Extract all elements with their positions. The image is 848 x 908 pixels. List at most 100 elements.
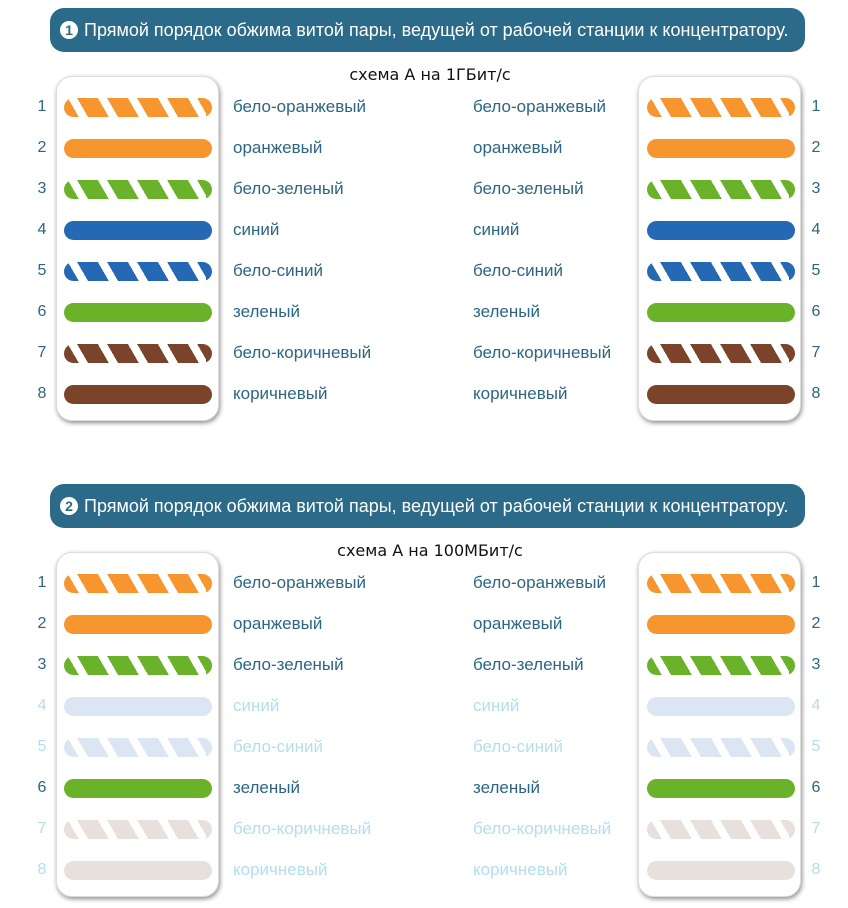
pin-number-left: 7 [37, 820, 47, 837]
wire-label-left: оранжевый [233, 138, 323, 157]
right-connector-box [638, 552, 801, 897]
section-banner: 1 Прямой порядок обжима витой пары, ведущ… [50, 8, 805, 52]
wire-left [64, 303, 212, 322]
wire-label-right: бело-оранжевый [473, 97, 606, 116]
wire-label-right: бело-зеленый [473, 179, 584, 198]
wire-right [647, 221, 795, 240]
pin-number-left: 3 [37, 180, 47, 197]
wire-label-right: бело-зеленый [473, 655, 584, 674]
wire-left [64, 385, 212, 404]
wire-left [64, 262, 212, 281]
wire-label-left: коричневый [233, 860, 328, 879]
pin-number-left: 6 [37, 779, 47, 796]
pin-number-right: 1 [811, 574, 821, 591]
wire-label-left: бело-синий [233, 737, 324, 756]
wire-label-right: бело-синий [473, 737, 564, 756]
pin-number-right: 2 [811, 615, 821, 632]
wire-right [647, 385, 795, 404]
wire-left [64, 861, 212, 880]
wire-label-left: бело-оранжевый [233, 573, 366, 592]
wire-left [64, 344, 212, 363]
wire-label-right: оранжевый [473, 138, 563, 157]
pin-number-left: 5 [37, 262, 47, 279]
section-banner: 2 Прямой порядок обжима витой пары, ведущ… [50, 484, 805, 528]
wire-label-left: бело-зеленый [233, 179, 344, 198]
pin-number-left: 3 [37, 656, 47, 673]
pin-number-left: 8 [37, 385, 47, 402]
pin-number-left: 8 [37, 861, 47, 878]
wire-left [64, 779, 212, 798]
wire-label-right: зеленый [473, 778, 540, 797]
wire-label-right: бело-коричневый [473, 343, 612, 362]
wire-label-right: коричневый [473, 860, 568, 879]
wire-left [64, 139, 212, 158]
pin-number-right: 5 [811, 738, 821, 755]
pin-number-right: 6 [811, 303, 821, 320]
wire-right [647, 779, 795, 798]
pin-number-left: 4 [37, 221, 47, 238]
wire-label-left: бело-зеленый [233, 655, 344, 674]
wire-label-left: зеленый [233, 778, 300, 797]
wire-label-right: синий [473, 696, 520, 715]
pin-number-right: 7 [811, 820, 821, 837]
pin-number-left: 6 [37, 303, 47, 320]
scheme-title: схема А на 100МБит/с [337, 541, 523, 560]
wire-left [64, 180, 212, 199]
wire-label-left: зеленый [233, 302, 300, 321]
wire-label-right: коричневый [473, 384, 568, 403]
wire-right [647, 861, 795, 880]
pin-number-right: 3 [811, 180, 821, 197]
pin-number-left: 5 [37, 738, 47, 755]
step-number-badge: 1 [60, 21, 78, 39]
step-number-badge: 2 [60, 497, 78, 515]
scheme-title: схема А на 1ГБит/с [349, 65, 511, 84]
wire-label-left: бело-оранжевый [233, 97, 366, 116]
wire-right [647, 574, 795, 593]
wire-left [64, 221, 212, 240]
wire-left [64, 820, 212, 839]
pin-number-left: 4 [37, 697, 47, 714]
wire-right [647, 180, 795, 199]
wire-right [647, 615, 795, 634]
wire-right [647, 656, 795, 675]
pin-number-right: 6 [811, 779, 821, 796]
pin-number-right: 3 [811, 656, 821, 673]
pin-number-right: 8 [811, 385, 821, 402]
wire-left [64, 656, 212, 675]
pin-number-left: 2 [37, 615, 47, 632]
wire-left [64, 615, 212, 634]
wire-left [64, 738, 212, 757]
wire-right [647, 98, 795, 117]
wire-label-right: зеленый [473, 302, 540, 321]
wire-label-right: бело-оранжевый [473, 573, 606, 592]
wire-right [647, 697, 795, 716]
wire-left [64, 574, 212, 593]
wire-right [647, 139, 795, 158]
wire-label-right: бело-коричневый [473, 819, 612, 838]
left-connector-box [56, 76, 219, 421]
pin-number-right: 8 [811, 861, 821, 878]
left-connector-box [56, 552, 219, 897]
right-connector-box [638, 76, 801, 421]
wire-label-left: бело-коричневый [233, 343, 372, 362]
wire-right [647, 262, 795, 281]
wire-label-left: бело-синий [233, 261, 324, 280]
wire-right [647, 820, 795, 839]
pin-number-left: 1 [37, 574, 47, 591]
banner-text: Прямой порядок обжима витой пары, ведуще… [84, 19, 789, 40]
pin-number-right: 4 [811, 221, 821, 238]
wire-label-right: оранжевый [473, 614, 563, 633]
pin-number-left: 7 [37, 344, 47, 361]
pin-number-right: 4 [811, 697, 821, 714]
wire-label-left: синий [233, 696, 280, 715]
pin-number-left: 2 [37, 139, 47, 156]
pin-number-right: 2 [811, 139, 821, 156]
wire-left [64, 98, 212, 117]
wire-label-left: оранжевый [233, 614, 323, 633]
wire-label-left: коричневый [233, 384, 328, 403]
banner-text: Прямой порядок обжима витой пары, ведуще… [84, 495, 789, 516]
wire-label-right: бело-синий [473, 261, 564, 280]
pin-number-right: 5 [811, 262, 821, 279]
wire-right [647, 738, 795, 757]
pin-number-right: 1 [811, 98, 821, 115]
